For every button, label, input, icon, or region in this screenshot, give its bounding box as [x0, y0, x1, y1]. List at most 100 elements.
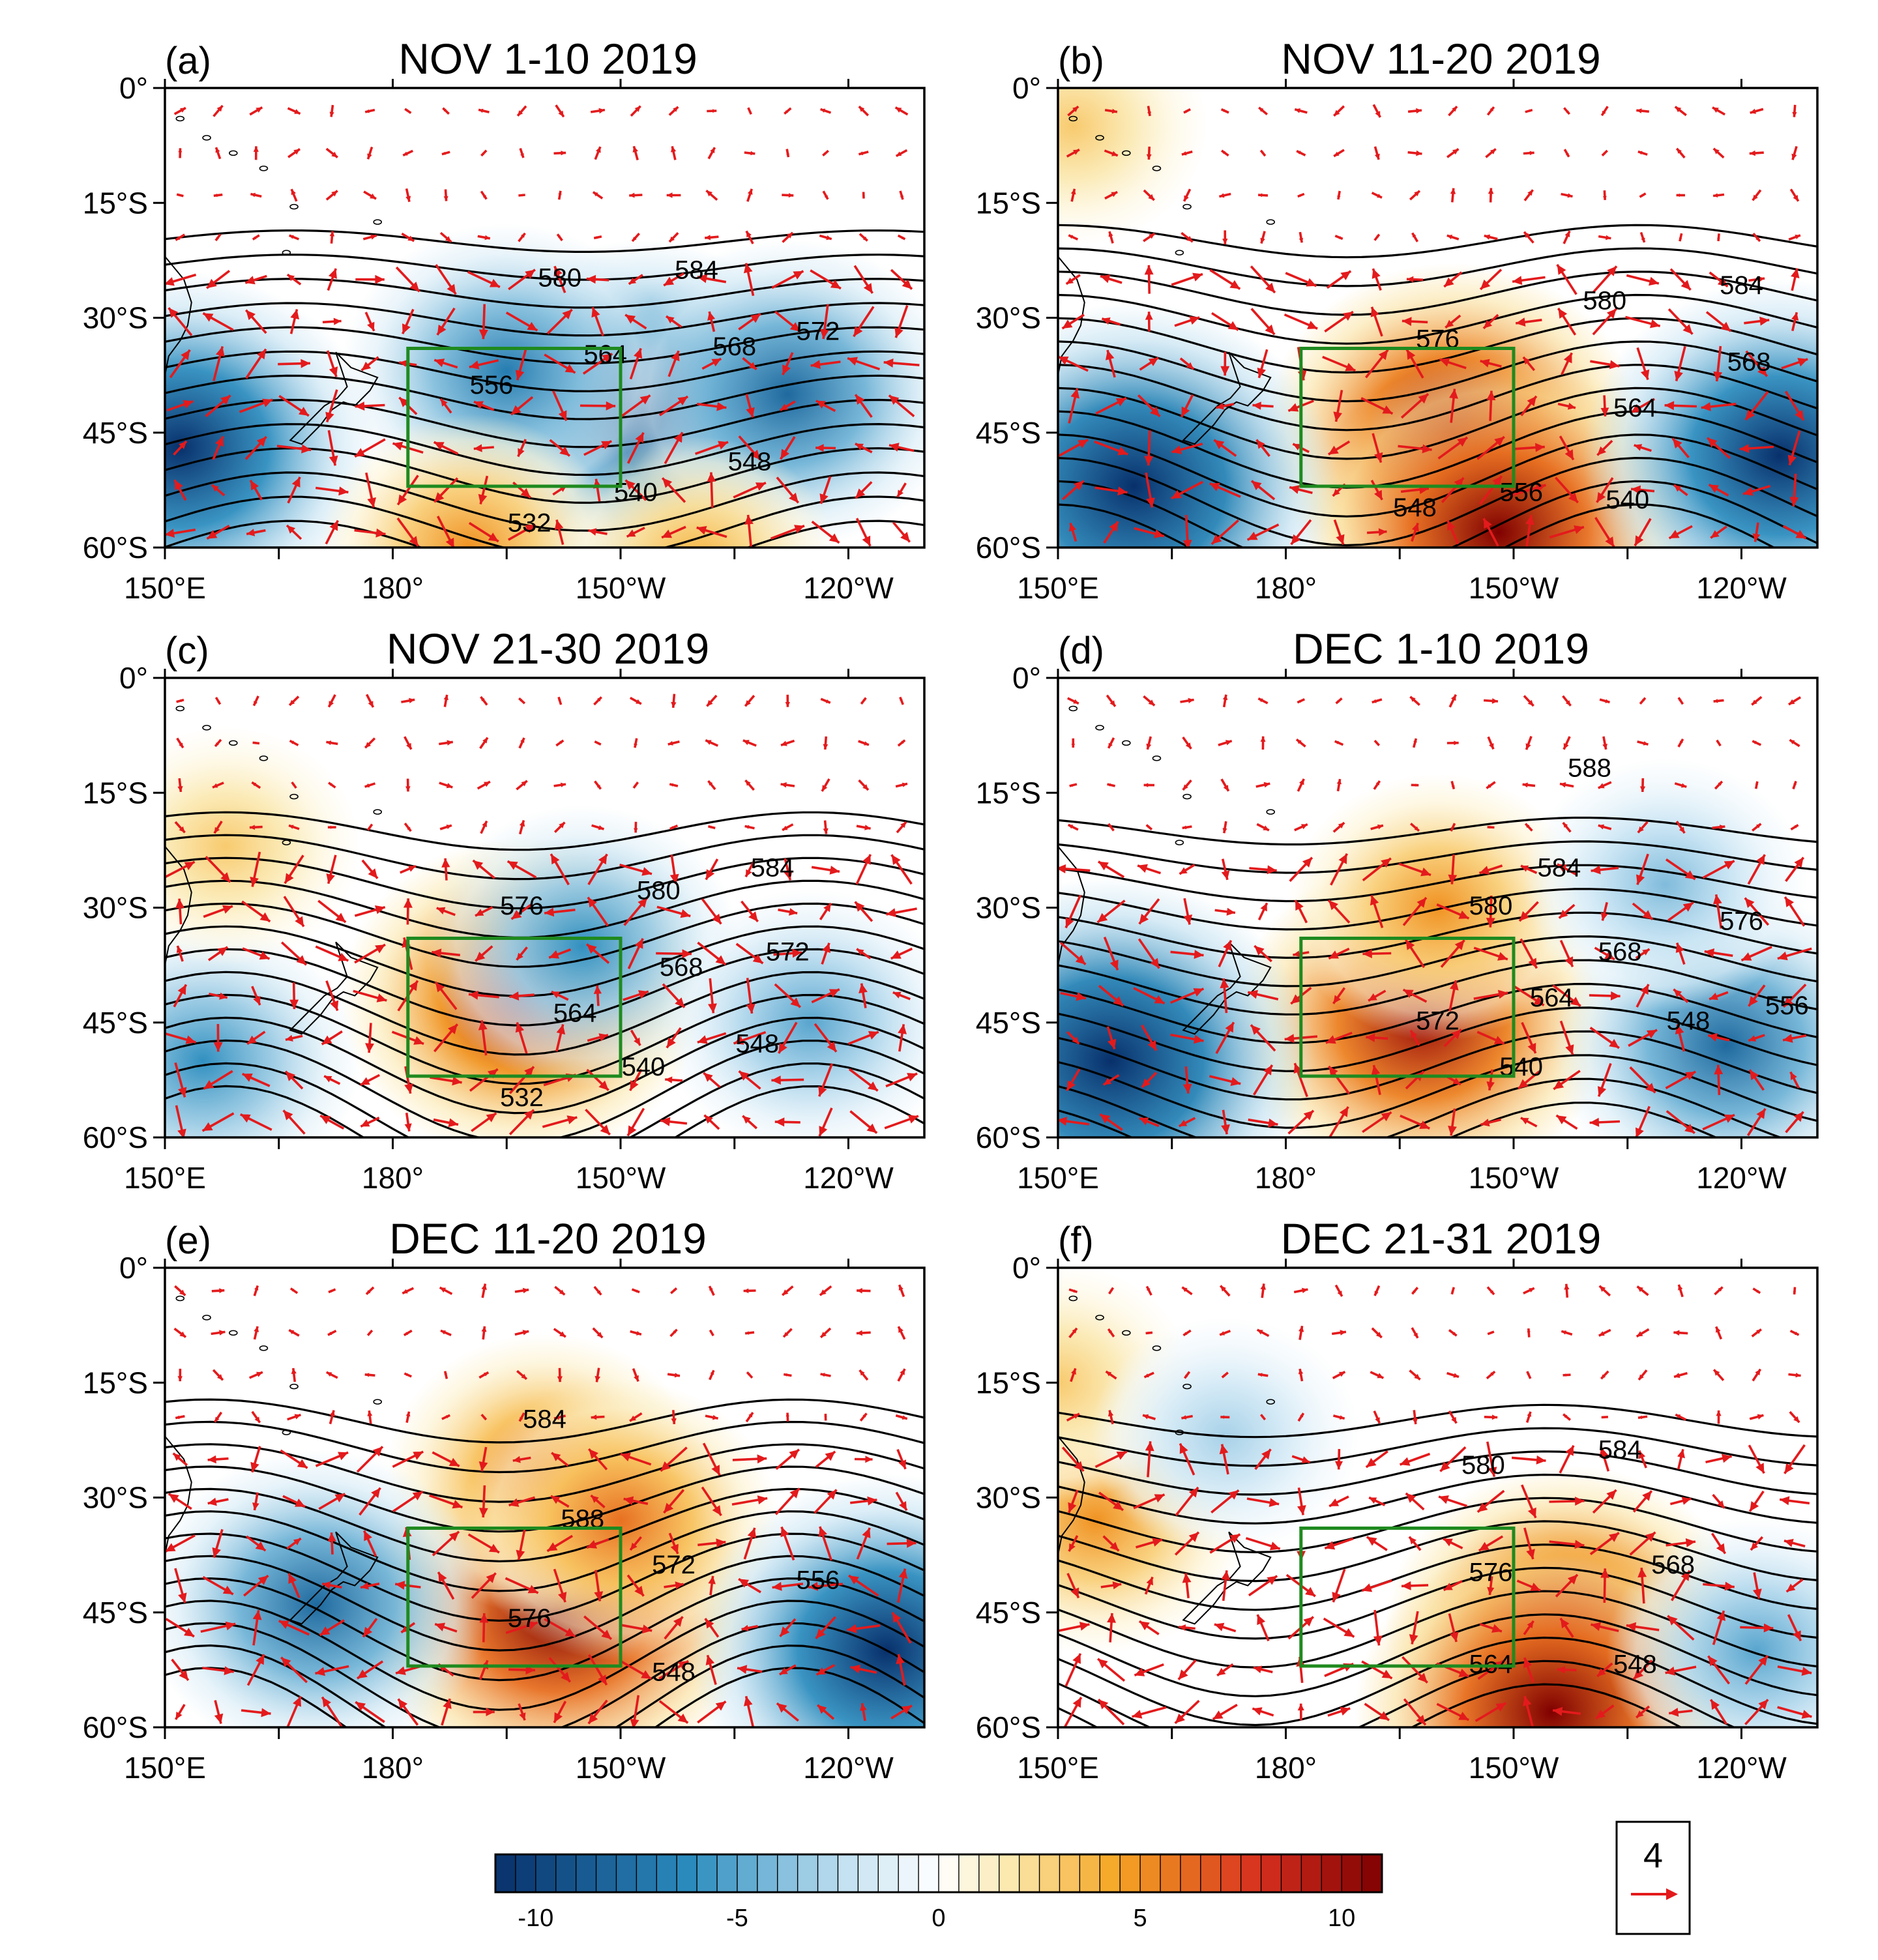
x-tick-label: 120°W: [803, 1751, 894, 1785]
contour-label: 548: [1667, 1006, 1710, 1035]
x-tick-label: 120°W: [1696, 1161, 1787, 1195]
contour-label: 532: [508, 508, 551, 537]
x-tick-label: 150°E: [124, 571, 206, 605]
colorbar-label: 10: [1328, 1905, 1355, 1932]
colorbar-box: [978, 1854, 1000, 1893]
contour-label: 580: [1583, 287, 1626, 315]
colorbar-box: [495, 1854, 517, 1893]
y-tick-label: 45°S: [976, 1596, 1041, 1630]
x-tick-label: 180°: [362, 1751, 424, 1785]
contour-label: 568: [1727, 348, 1771, 377]
y-tick-label: 0°: [1012, 1251, 1041, 1285]
contour-label: 576: [500, 892, 544, 920]
colorbar-box: [1361, 1854, 1383, 1893]
anomaly-shading: [1523, 758, 1808, 1012]
colorbar-box: [595, 1854, 617, 1893]
contour-label: 540: [1606, 486, 1649, 514]
y-tick-label: 15°S: [83, 776, 148, 810]
y-tick-label: 60°S: [83, 1120, 148, 1154]
colorbar-label: 0: [932, 1905, 945, 1932]
x-tick-label: 180°: [1255, 1751, 1317, 1785]
panel-label: (a): [165, 40, 211, 82]
contour-label: 584: [1720, 271, 1763, 300]
colorbar-box: [1180, 1854, 1202, 1893]
y-tick-label: 60°S: [976, 1120, 1041, 1154]
colorbar-box: [656, 1854, 678, 1893]
panels-layer: 580 584 564 568 572 556 548 540 532 150°E 180° 150°…: [83, 35, 1819, 1785]
analysis-box: [406, 937, 623, 1078]
panel-title: DEC 11-20 2019: [389, 1214, 707, 1263]
contour-label: 580: [538, 263, 581, 292]
colorbar-box: [837, 1854, 859, 1893]
colorbar-box: [918, 1854, 940, 1893]
wind-vectors: [165, 1283, 917, 1727]
x-tick-label: 150°E: [1017, 1751, 1099, 1785]
colorbar-box: [877, 1854, 900, 1893]
contour-label: 564: [1530, 984, 1574, 1012]
contour-label: 532: [500, 1083, 544, 1112]
x-tick-label: 150°W: [1469, 571, 1559, 605]
colorbar-labels: -10 -5 0 5 10: [518, 1905, 1355, 1932]
colorbar-box: [696, 1854, 718, 1893]
vector-reference-label: 4: [1643, 1836, 1663, 1875]
colorbar-box: [1300, 1854, 1323, 1893]
panel-title: DEC 1-10 2019: [1293, 624, 1589, 673]
analysis-box: [1299, 937, 1516, 1078]
colorbar-box: [1099, 1854, 1121, 1893]
colorbar-box: [515, 1854, 537, 1893]
colorbar-box: [757, 1854, 778, 1893]
panel-label: (b): [1058, 40, 1104, 82]
contour-label: 576: [508, 1604, 551, 1633]
contour-label: 540: [622, 1053, 666, 1081]
x-tick-label: 150°W: [576, 1161, 666, 1195]
colorbar-label: 5: [1134, 1905, 1147, 1932]
contour-label: 584: [523, 1405, 566, 1434]
analysis-box: [406, 347, 623, 488]
y-tick-label: 45°S: [976, 416, 1041, 450]
y-tick-label: 30°S: [83, 891, 148, 925]
colorbar-box: [716, 1854, 739, 1893]
colorbar-frame: [494, 1853, 1383, 1894]
x-tick-label: 180°: [362, 571, 424, 605]
contour-label: 564: [1613, 394, 1657, 422]
colorbar-box: [777, 1854, 799, 1893]
y-tick-label: 60°S: [976, 531, 1041, 564]
colorbar-box: [1321, 1854, 1343, 1893]
contour-label: 556: [1765, 991, 1809, 1020]
colorbar-box: [1280, 1854, 1302, 1893]
colorbar-box: [938, 1854, 960, 1893]
contour-label: 548: [735, 1030, 779, 1059]
contour-label: 548: [728, 447, 772, 476]
wind-vectors: [165, 104, 920, 548]
colorbar-box: [817, 1854, 839, 1893]
anomaly-shading: [1058, 877, 1316, 1137]
contour-label: 548: [1393, 493, 1437, 522]
x-tick-label: 120°W: [803, 1161, 894, 1195]
colorbar-label: -10: [518, 1905, 553, 1932]
y-tick-label: 15°S: [83, 1366, 148, 1399]
vector-reference: 4: [1615, 1821, 1691, 1935]
contour-label: 556: [470, 371, 514, 400]
height-contours: [1058, 224, 1817, 548]
contour-label: 576: [1720, 907, 1763, 936]
anomaly-shading: [165, 271, 377, 548]
analysis-box: [406, 1527, 623, 1668]
x-tick-label: 180°: [1255, 571, 1317, 605]
panel-label: (c): [165, 630, 209, 672]
colorbar-box: [615, 1854, 638, 1893]
panel-title: NOV 1-10 2019: [398, 35, 697, 83]
contour-label: 568: [712, 332, 756, 361]
x-tick-label: 180°: [362, 1161, 424, 1195]
y-tick-label: 30°S: [976, 301, 1041, 335]
y-tick-label: 0°: [1012, 661, 1041, 695]
y-tick-label: 60°S: [83, 1710, 148, 1744]
panel-title: DEC 21-31 2019: [1281, 1214, 1602, 1263]
x-tick-label: 120°W: [803, 571, 894, 605]
colorbar-label: -5: [726, 1905, 748, 1932]
anomaly-shading: [1058, 302, 1339, 548]
colorbar-box: [1260, 1854, 1282, 1893]
